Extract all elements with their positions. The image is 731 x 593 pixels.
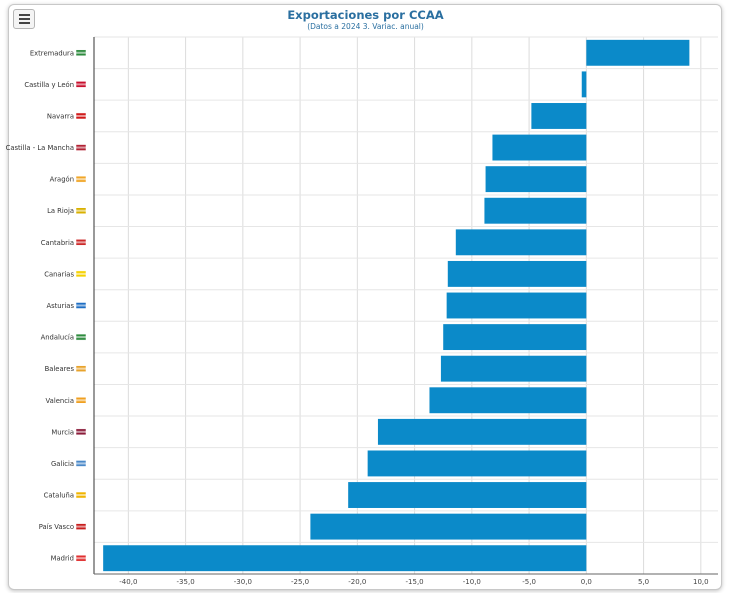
bar-valencia <box>429 387 587 414</box>
category-label: País Vasco <box>39 523 74 531</box>
bar-madrid <box>103 545 587 572</box>
x-tick-label: 10,0 <box>693 578 709 586</box>
x-tick-label: -20,0 <box>348 578 366 586</box>
bar-castilla-y-le-n <box>581 71 587 98</box>
bar-castilla-la-mancha <box>492 134 587 161</box>
bar-navarra <box>531 103 587 129</box>
bar-galicia <box>367 450 587 477</box>
bar-murcia <box>377 418 587 445</box>
x-tick-label: -40,0 <box>119 578 137 586</box>
flag-stripe <box>76 494 86 497</box>
category-label: Castilla - La Mancha <box>6 144 74 152</box>
category-label: Galicia <box>51 460 74 468</box>
bar-arag-n <box>485 166 587 193</box>
flag-stripe <box>76 367 86 370</box>
flag-stripe <box>76 430 86 433</box>
hamburger-icon-bar <box>18 22 30 24</box>
x-tick-label: 5,0 <box>638 578 649 586</box>
category-label: Canarias <box>44 270 74 278</box>
x-tick-label: -30,0 <box>234 578 252 586</box>
flag-stripe <box>76 399 86 402</box>
x-tick-label: -10,0 <box>463 578 481 586</box>
bar-andaluc-a <box>443 324 587 351</box>
category-label: Extremadura <box>30 49 74 57</box>
bar-baleares <box>440 355 587 382</box>
flag-stripe <box>76 83 86 86</box>
category-label: Castilla y León <box>24 81 74 89</box>
x-tick-label: 0,0 <box>581 578 592 586</box>
category-label: Cantabria <box>41 239 74 247</box>
x-tick-label: -15,0 <box>406 578 424 586</box>
category-label: La Rioja <box>47 207 74 215</box>
x-tick-label: -25,0 <box>291 578 309 586</box>
category-label: Andalucía <box>41 334 74 342</box>
category-label: Aragón <box>50 176 74 184</box>
category-label: Valencia <box>46 397 74 405</box>
flag-stripe <box>76 178 86 181</box>
bar-canarias <box>447 260 587 287</box>
flag-stripe <box>76 272 86 275</box>
flag-stripe <box>76 557 86 560</box>
flag-stripe <box>76 51 86 54</box>
category-label: Asturias <box>46 302 74 310</box>
category-label: Cataluña <box>44 492 74 500</box>
x-tick-label: -35,0 <box>177 578 195 586</box>
chart-title: Exportaciones por CCAA <box>287 8 444 22</box>
bar-extremadura <box>586 39 690 66</box>
chart-subtitle: (Datos a 2024 3. Variac. anual) <box>307 22 424 31</box>
flag-stripe <box>76 114 86 117</box>
flag-stripe <box>76 525 86 528</box>
category-label: Madrid <box>51 555 74 563</box>
chart-menu-button[interactable] <box>13 9 35 29</box>
bar-asturias <box>446 292 587 319</box>
category-label: Navarra <box>47 112 74 120</box>
bar-pa-s-vasco <box>310 513 587 540</box>
hamburger-icon <box>18 14 30 16</box>
category-label: Baleares <box>45 365 75 373</box>
x-tick-label: -5,0 <box>522 578 536 586</box>
flag-stripe <box>76 336 86 339</box>
flag-stripe <box>76 209 86 212</box>
category-label: Murcia <box>51 428 74 436</box>
flag-stripe <box>76 462 86 465</box>
hamburger-icon-bar <box>18 18 30 20</box>
bar-cantabria <box>455 229 587 256</box>
flag-stripe <box>76 241 86 244</box>
bar-la-rioja <box>484 197 587 224</box>
flag-stripe <box>76 304 86 307</box>
bar-catalu-a <box>348 482 587 508</box>
flag-stripe <box>76 146 86 149</box>
